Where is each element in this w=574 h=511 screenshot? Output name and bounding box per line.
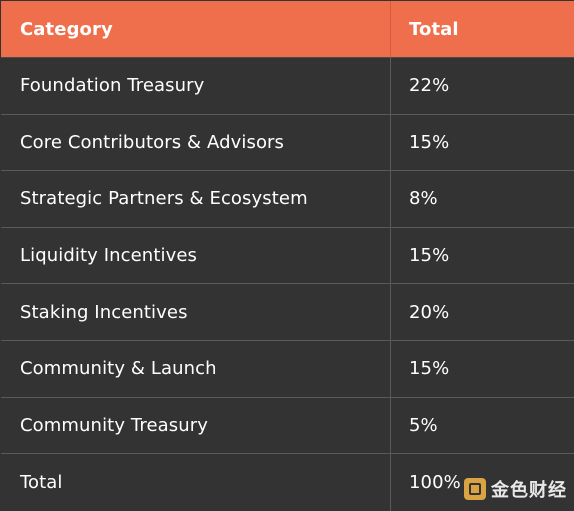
row-category: Community Treasury [1,397,391,455]
row-category: Community & Launch [1,340,391,398]
row-category-total: Total [1,454,391,511]
row-total: 8% [391,171,574,228]
row-total: 20% [391,284,574,341]
row-category: Staking Incentives [1,284,391,341]
header-category: Category [1,1,391,58]
row-total: 5% [391,397,574,455]
row-total: 15% [391,340,574,398]
row-total: 22% [391,58,574,115]
row-category: Liquidity Incentives [1,227,391,285]
header-total: Total [391,1,574,58]
row-category: Core Contributors & Advisors [1,114,391,172]
row-total: 15% [391,114,574,172]
jinse-logo-icon [464,478,486,500]
row-total-total: 100% [391,454,574,511]
row-category: Strategic Partners & Ecosystem [1,171,391,228]
watermark-text: 金色财经 [491,480,567,501]
row-category: Foundation Treasury [1,58,391,115]
watermark: 金色财经 [464,476,567,502]
row-total: 15% [391,227,574,285]
